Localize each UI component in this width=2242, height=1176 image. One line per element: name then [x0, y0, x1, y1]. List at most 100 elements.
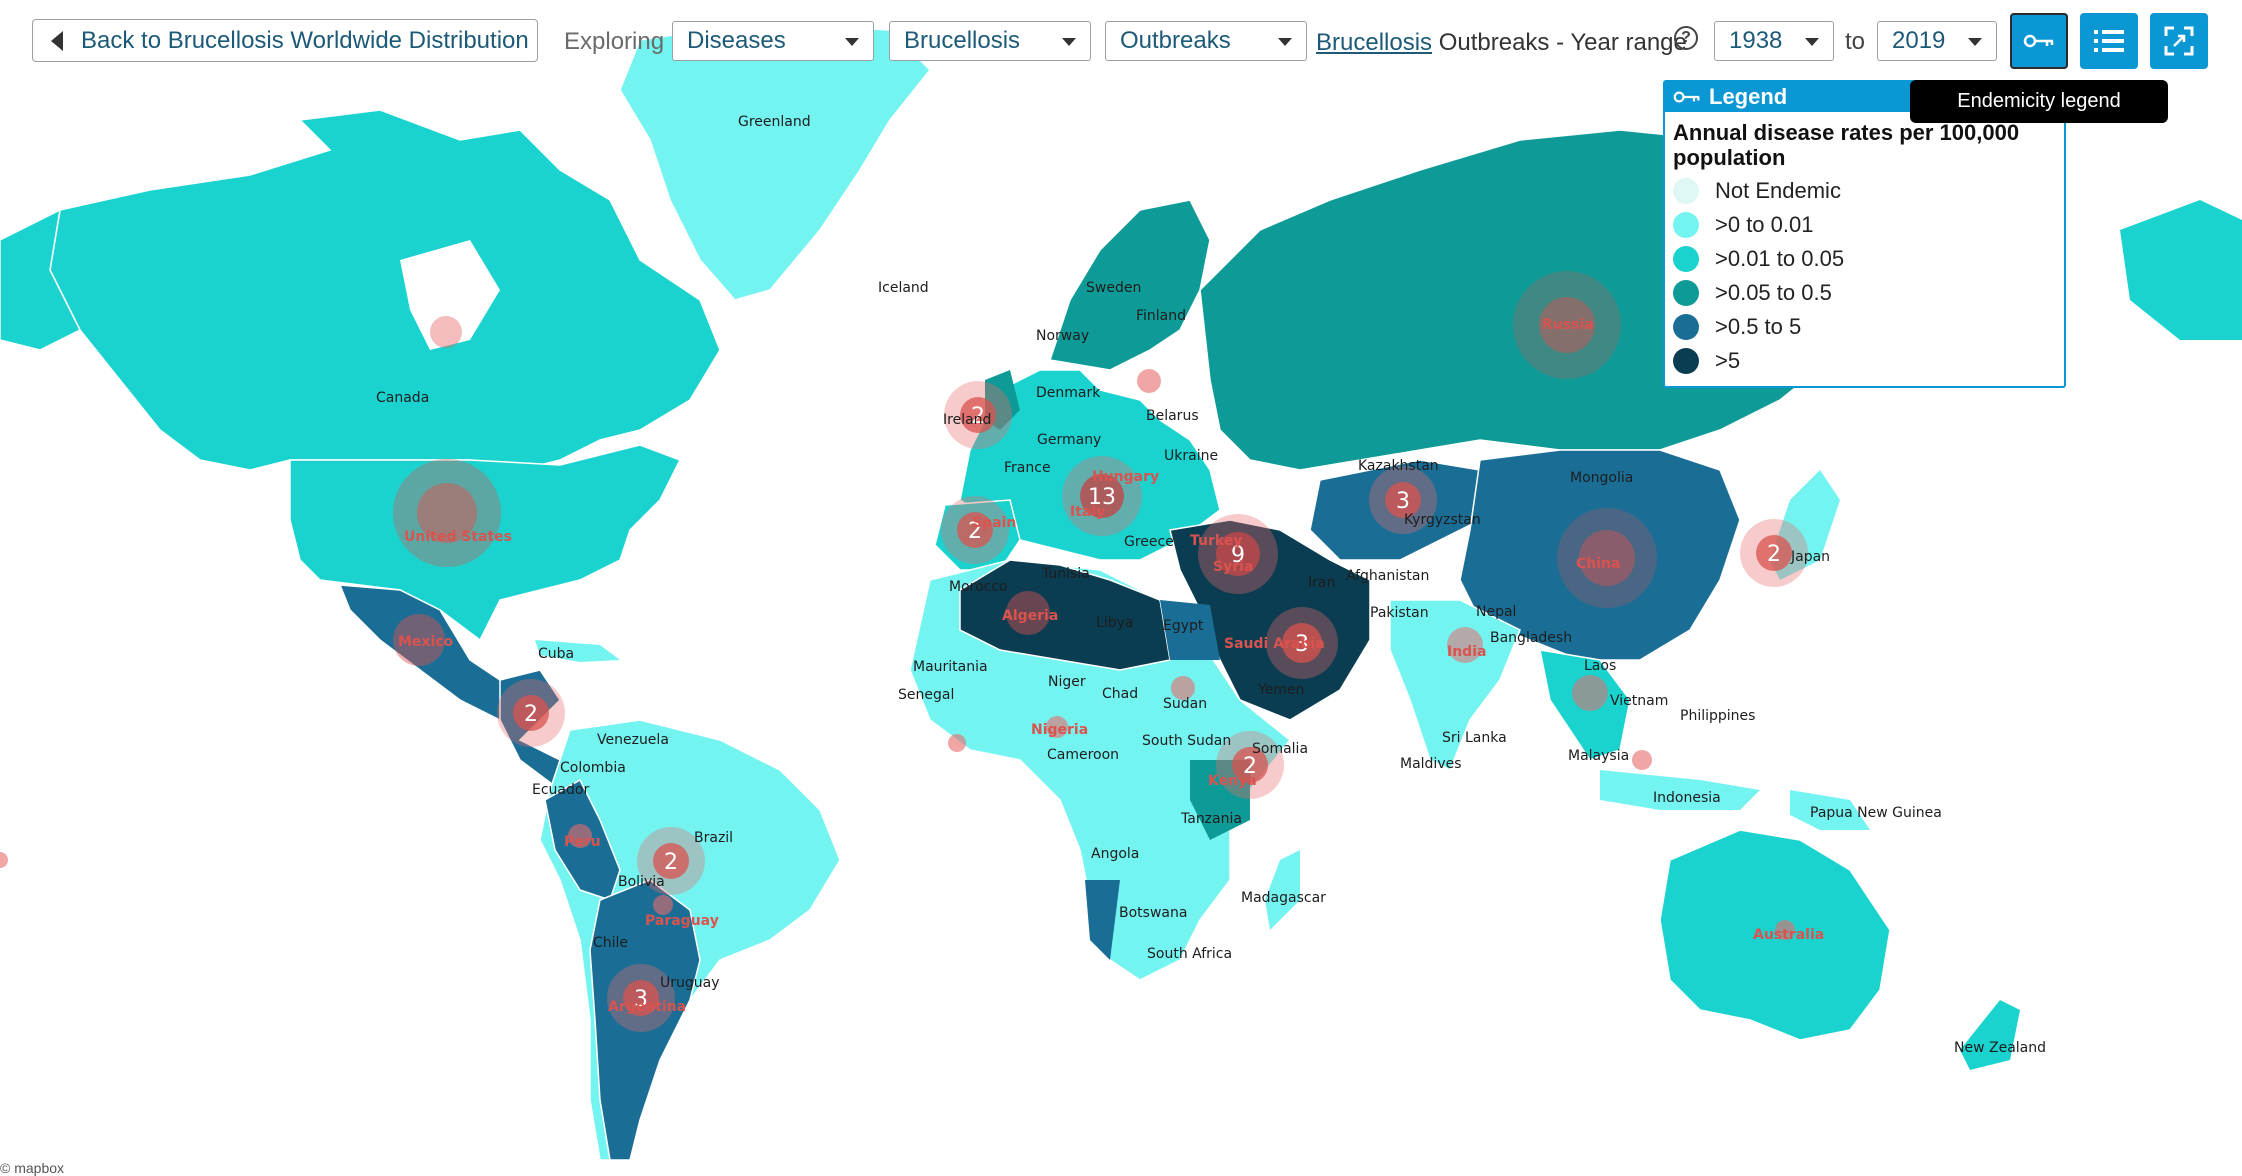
country-label: Japan [1790, 549, 1830, 565]
country-label: Botswana [1119, 905, 1187, 921]
legend-item: Not Endemic [1665, 174, 2064, 208]
legend-toggle-button[interactable] [2010, 13, 2068, 69]
region-egypt[interactable] [1160, 600, 1220, 660]
legend-panel: Legend Annual disease rates per 100,000 … [1663, 80, 2066, 388]
country-label: Turkey [1190, 533, 1242, 549]
country-label: Russia [1542, 317, 1594, 333]
disease-link[interactable]: Brucellosis [1316, 29, 1433, 56]
outbreak-marker[interactable] [1513, 271, 1621, 379]
country-label: Greece [1124, 534, 1174, 550]
outbreak-marker[interactable] [1572, 675, 1608, 711]
back-button[interactable]: Back to Brucellosis Worldwide Distributi… [32, 19, 538, 62]
region-east-africa[interactable] [1190, 760, 1250, 840]
exploring-label: Exploring [564, 28, 665, 55]
cluster-count: 2 [664, 850, 678, 875]
country-label: Morocco [949, 579, 1008, 595]
region-argentina[interactable] [589, 879, 701, 1161]
cluster-marker[interactable]: 2 [944, 381, 1012, 449]
region-china[interactable] [1459, 449, 1741, 661]
cluster-count: 2 [971, 404, 985, 429]
outbreak-marker[interactable] [1632, 750, 1652, 770]
legend-title: Legend [1709, 84, 1788, 109]
outbreak-marker[interactable] [1557, 508, 1657, 608]
country-label: Iceland [878, 280, 929, 296]
list-view-button[interactable] [2080, 13, 2138, 69]
fullscreen-button[interactable] [2150, 13, 2208, 69]
country-label: Kazakhstan [1358, 458, 1439, 474]
cluster-marker[interactable]: 3 [1266, 607, 1338, 679]
outbreak-marker[interactable] [1539, 297, 1595, 353]
cluster-marker[interactable]: 2 [497, 679, 565, 747]
outbreak-marker[interactable] [393, 614, 445, 666]
region-southern-africa[interactable] [1085, 880, 1120, 960]
cluster-marker[interactable]: 2 [637, 827, 705, 895]
cluster-marker[interactable]: 2 [941, 496, 1009, 564]
country-label: China [1576, 556, 1620, 572]
outbreak-marker[interactable] [1046, 716, 1068, 738]
country-label: Chile [593, 935, 628, 951]
region-australia[interactable] [1659, 829, 1891, 1041]
country-label: Somalia [1252, 741, 1308, 757]
cluster-marker[interactable]: 2 [1216, 731, 1284, 799]
legend-swatch [1673, 212, 1699, 238]
outbreak-marker[interactable] [948, 734, 966, 752]
country-label: Philippines [1680, 708, 1755, 724]
outbreak-marker[interactable] [1775, 920, 1795, 940]
legend-item-label: >0.01 to 0.05 [1715, 246, 1845, 271]
outbreak-marker[interactable] [1171, 676, 1195, 700]
year-to-select[interactable]: 2019 [1877, 21, 1997, 61]
legend-item: >0.01 to 0.05 [1665, 242, 2064, 276]
country-label: Yemen [1257, 682, 1304, 698]
country-label: New Zealand [1954, 1040, 2046, 1056]
outbreak-marker[interactable] [1006, 591, 1050, 635]
region-papua[interactable] [1790, 790, 1870, 830]
category-select[interactable]: Diseases [672, 21, 874, 61]
region-indonesia[interactable] [1600, 770, 1760, 810]
region-scandinavia[interactable] [1049, 199, 1211, 371]
region-new-zealand[interactable] [1960, 1000, 2020, 1070]
disease-select[interactable]: Brucellosis [889, 21, 1091, 61]
cluster-marker[interactable]: 3 [607, 964, 675, 1032]
outbreak-marker[interactable] [653, 895, 673, 915]
region-canada[interactable] [49, 109, 721, 471]
legend-item-label: >0 to 0.01 [1715, 212, 1814, 237]
outbreak-marker[interactable] [568, 824, 592, 848]
region-far-east-russia[interactable] [2120, 200, 2242, 340]
type-select[interactable]: Outbreaks [1105, 21, 1307, 61]
outbreak-marker[interactable] [430, 316, 462, 348]
country-label: Mongolia [1570, 470, 1633, 486]
country-label: Norway [1036, 328, 1089, 344]
legend-swatch [1673, 246, 1699, 272]
year-from-select[interactable]: 1938 [1714, 21, 1834, 61]
cluster-marker[interactable]: 13 [1062, 456, 1142, 536]
cluster-marker[interactable]: 2 [1740, 519, 1808, 587]
year-from-value: 1938 [1729, 27, 1783, 54]
mapbox-attribution[interactable]: © mapbox [0, 1160, 65, 1176]
country-label: Cuba [538, 646, 574, 662]
legend-list: Not Endemic >0 to 0.01 >0.01 to 0.05 >0.05 … [1665, 174, 2064, 378]
outbreak-marker[interactable] [417, 483, 477, 543]
region-madagascar[interactable] [1265, 850, 1300, 930]
toolbar: Back to Brucellosis Worldwide Distributi… [0, 0, 2242, 80]
country-label: Algeria [1002, 608, 1058, 624]
region-cuba[interactable] [535, 640, 620, 662]
country-label: Vietnam [1610, 693, 1668, 709]
outbreak-marker[interactable] [0, 852, 8, 868]
country-label: Senegal [898, 687, 954, 703]
cluster-marker[interactable]: 9 [1198, 514, 1278, 594]
outbreak-marker[interactable] [1137, 369, 1161, 393]
cluster-marker[interactable]: 3 [1369, 466, 1437, 534]
country-label: Angola [1091, 846, 1139, 862]
country-label: Canada [376, 390, 429, 406]
region-alaska[interactable] [0, 208, 82, 351]
country-label: Colombia [560, 760, 626, 776]
region-united-states[interactable] [289, 444, 682, 642]
country-label: Madagascar [1241, 890, 1326, 906]
outbreak-marker[interactable] [1447, 627, 1483, 663]
hudson-bay [400, 240, 500, 350]
help-icon[interactable]: ? [1674, 26, 1698, 50]
outbreak-marker[interactable] [1579, 530, 1635, 586]
region-india[interactable] [1389, 599, 1521, 772]
country-label: Venezuela [597, 732, 669, 748]
country-label: Nepal [1476, 604, 1516, 620]
